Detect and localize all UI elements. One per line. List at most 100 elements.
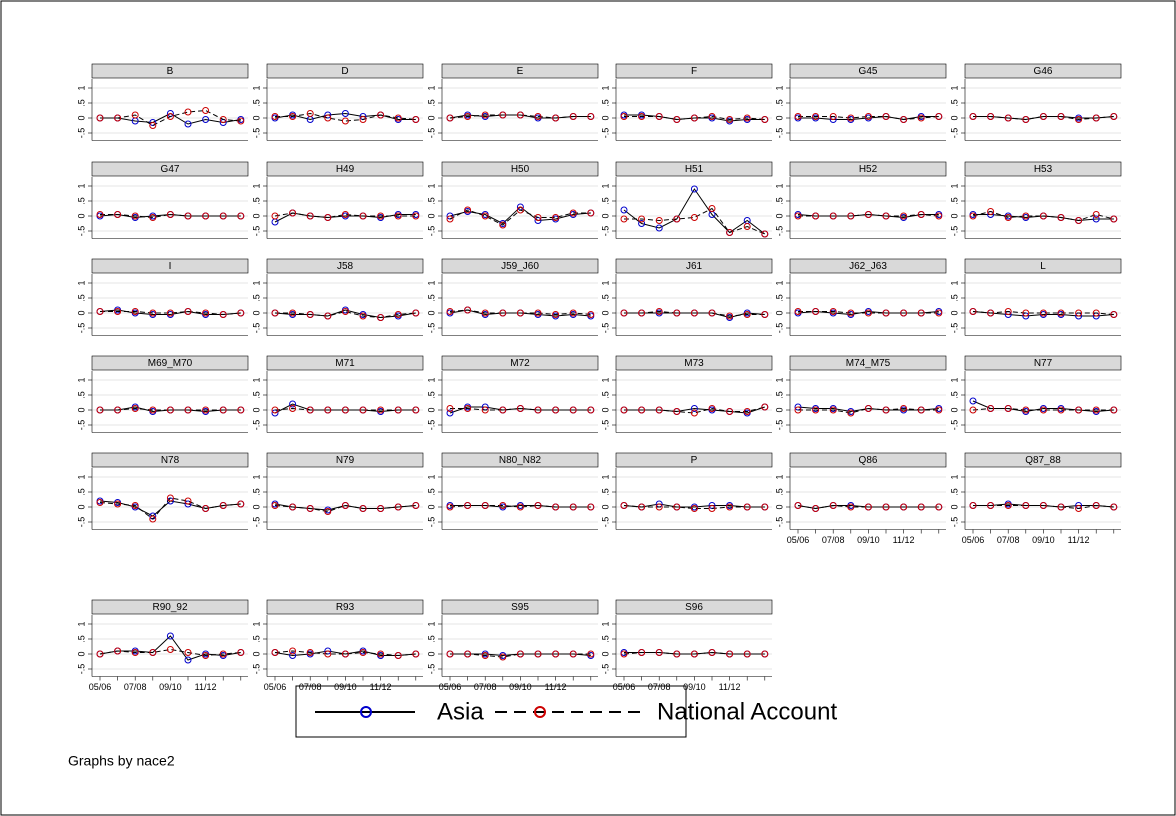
data-point	[708, 205, 716, 212]
x-tick-label: 11/12	[893, 535, 915, 545]
data-point	[394, 652, 402, 659]
data-point	[726, 503, 734, 511]
y-tick-label: 0	[600, 651, 610, 656]
data-point	[481, 652, 489, 659]
y-tick-label: 0	[251, 407, 261, 412]
panel-header	[91, 452, 249, 468]
y-tick-label: 0	[76, 651, 86, 656]
data-point	[219, 311, 227, 318]
data-point	[1057, 113, 1065, 120]
panel-header	[441, 355, 599, 371]
data-point	[394, 212, 402, 220]
panel-header	[964, 258, 1122, 274]
panel-header	[91, 63, 249, 79]
data-point	[516, 405, 524, 412]
panel-title: M74_M75	[846, 358, 891, 369]
data-point	[882, 113, 890, 120]
y-tick-label: -.5	[774, 517, 784, 528]
panel-title: H50	[511, 164, 530, 175]
data-point	[847, 409, 855, 417]
data-point	[202, 107, 210, 114]
y-tick-label: -.5	[600, 420, 610, 431]
series-line	[450, 653, 591, 657]
y-tick-label: 0	[76, 115, 86, 120]
panel-title: N78	[161, 455, 180, 466]
data-point	[359, 406, 367, 414]
data-point	[847, 309, 855, 317]
data-point	[847, 503, 855, 511]
x-tick-label: 11/12	[1068, 535, 1090, 545]
y-tick-label: -.5	[251, 226, 261, 237]
data-point	[900, 116, 908, 123]
series-line	[274, 212, 416, 223]
data-point	[481, 111, 489, 119]
data-point	[184, 656, 192, 664]
panel-title: J62_J63	[849, 261, 887, 272]
data-point	[149, 406, 157, 414]
data-point	[761, 403, 769, 411]
series-line	[624, 312, 765, 319]
data-point	[446, 405, 454, 412]
y-tick-label: .5	[774, 99, 784, 107]
data-point	[202, 309, 210, 317]
data-point	[1039, 113, 1047, 120]
data-point	[324, 508, 332, 515]
y-tick-label: -.5	[251, 420, 261, 431]
data-point	[620, 206, 628, 214]
data-point	[446, 308, 454, 315]
y-tick-label: 1	[774, 377, 784, 382]
panel-title: H51	[685, 164, 704, 175]
data-point	[829, 212, 837, 220]
series-line	[624, 207, 765, 235]
data-point	[935, 503, 943, 511]
data-point	[306, 212, 314, 220]
y-tick-label: .5	[251, 99, 261, 107]
y-tick-label: 1	[426, 280, 436, 285]
data-point	[620, 502, 628, 509]
data-point	[655, 406, 663, 414]
data-point	[377, 650, 385, 658]
data-point	[359, 505, 367, 512]
panel-header	[789, 63, 947, 79]
series-line	[972, 311, 1114, 317]
y-tick-label: 1	[251, 280, 261, 285]
data-point	[166, 309, 174, 317]
y-tick-label: 0	[426, 651, 436, 656]
data-point	[219, 212, 227, 220]
data-point	[96, 650, 104, 658]
data-point	[1057, 309, 1065, 317]
data-point	[690, 309, 698, 317]
series-line	[99, 497, 241, 520]
y-tick-label: .5	[774, 197, 784, 205]
y-tick-label: 1	[76, 85, 86, 90]
data-point	[917, 309, 925, 317]
data-point	[620, 215, 628, 223]
y-tick-label: .5	[949, 99, 959, 107]
data-point	[864, 503, 872, 511]
series-line	[798, 115, 939, 121]
data-point	[166, 646, 174, 653]
data-point	[969, 212, 977, 220]
data-point	[812, 212, 820, 220]
data-point	[655, 308, 663, 315]
y-tick-label: 0	[600, 310, 610, 315]
series-line	[99, 309, 241, 315]
series-line	[274, 650, 416, 657]
data-point	[219, 502, 227, 509]
data-point	[673, 650, 681, 658]
data-point	[987, 405, 995, 412]
y-tick-label: 0	[949, 310, 959, 315]
data-point	[394, 114, 402, 122]
y-tick-label: .5	[251, 294, 261, 302]
data-point	[673, 116, 681, 123]
y-tick-label: -.5	[426, 323, 436, 334]
panel-title: J59_J60	[501, 261, 539, 272]
data-point	[935, 309, 943, 317]
data-point	[935, 113, 943, 120]
y-tick-label: -.5	[426, 226, 436, 237]
data-point	[1092, 502, 1100, 509]
data-point	[237, 500, 245, 508]
data-point	[499, 221, 507, 229]
series-line	[449, 114, 591, 119]
panel-header	[964, 355, 1122, 371]
